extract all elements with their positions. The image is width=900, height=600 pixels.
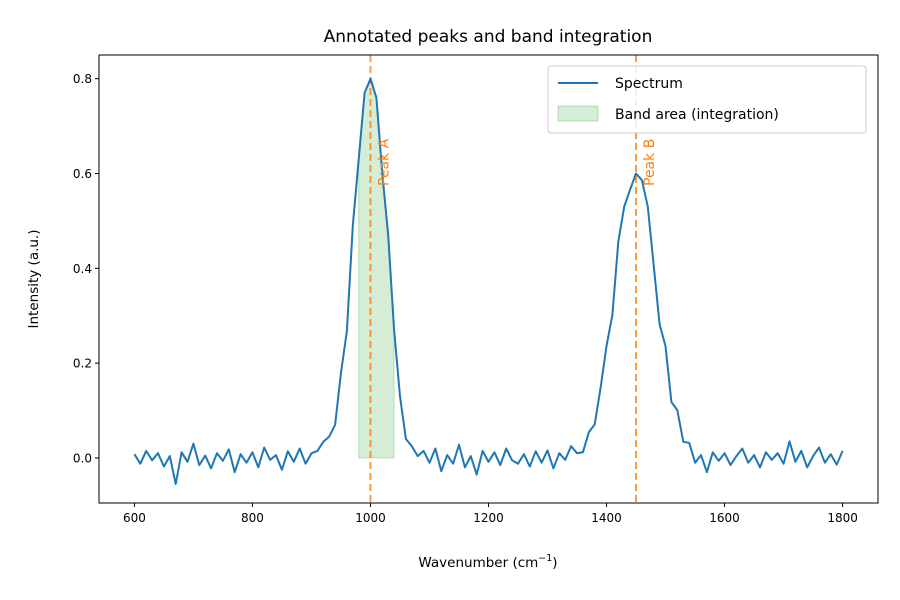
- y-axis: 0.0 0.2 0.4 0.6 0.8: [73, 72, 99, 465]
- legend-spectrum-label: Spectrum: [615, 76, 683, 92]
- x-tick-label: 1000: [355, 511, 386, 525]
- band-layer: [358, 77, 395, 459]
- chart-title: Annotated peaks and band integration: [324, 27, 653, 47]
- y-tick-label: 0.6: [73, 167, 92, 181]
- band-area: [358, 77, 395, 459]
- legend-box: [547, 65, 867, 134]
- y-tick-label: 0.8: [73, 72, 92, 86]
- legend-band-swatch: [557, 105, 599, 122]
- x-tick-label: 1200: [473, 511, 504, 525]
- series-layer: [133, 77, 844, 485]
- y-tick-label: 0.0: [73, 451, 92, 465]
- legend-band-label: Band area (integration): [615, 107, 779, 123]
- x-tick-label: 1800: [827, 511, 858, 525]
- x-tick-label: 1600: [709, 511, 740, 525]
- y-axis-label: Intensity (a.u.): [26, 230, 42, 329]
- annotation-lines: [369, 55, 638, 503]
- x-tick-label: 800: [241, 511, 264, 525]
- x-axis-label: Wavenumber (cm−1): [418, 553, 557, 571]
- x-tick-label: 1400: [591, 511, 622, 525]
- x-axis: 600 800 1000 1200 1400 1600 1800: [123, 503, 858, 525]
- peak-label: Peak B: [642, 139, 658, 186]
- spectrum-line: [133, 77, 844, 485]
- x-tick-label: 600: [123, 511, 146, 525]
- annotation-labels: Peak A Peak B: [376, 138, 658, 186]
- peak-label: Peak A: [376, 138, 392, 186]
- y-tick-label: 0.2: [73, 357, 92, 371]
- legend: Spectrum Band area (integration): [547, 65, 867, 134]
- y-tick-label: 0.4: [73, 262, 92, 276]
